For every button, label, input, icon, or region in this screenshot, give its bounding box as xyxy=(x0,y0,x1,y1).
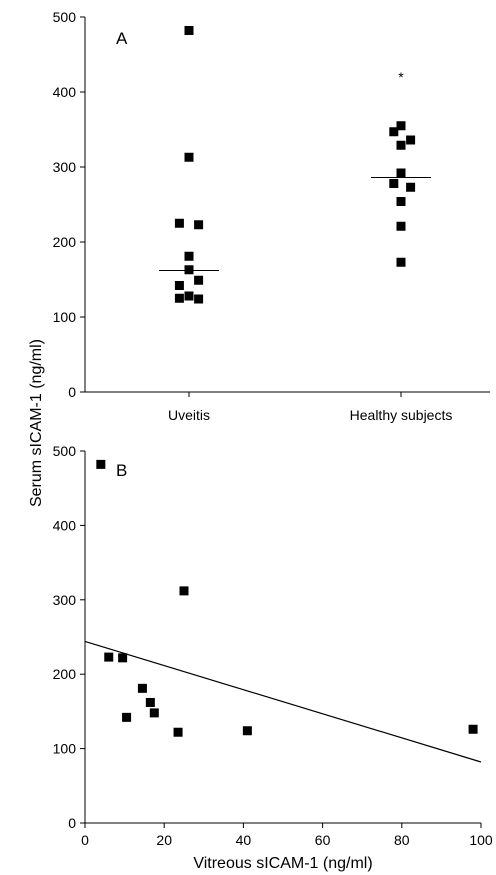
x-tick-label-b: 60 xyxy=(315,832,331,848)
y-tick-label-b: 300 xyxy=(53,592,77,608)
category-label: Healthy subjects xyxy=(350,407,453,423)
category-label: Uveitis xyxy=(168,407,210,423)
data-point xyxy=(174,293,184,303)
data-point xyxy=(406,135,416,145)
data-point xyxy=(389,127,399,137)
data-point xyxy=(194,220,204,230)
y-tick-label-b: 200 xyxy=(53,666,77,682)
y-tick-label-b: 100 xyxy=(53,741,77,757)
data-point xyxy=(194,294,204,304)
x-tick-label-b: 80 xyxy=(394,832,410,848)
data-point xyxy=(184,152,194,162)
y-axis-title: Serum sICAM-1 (ng/ml) xyxy=(28,339,45,507)
data-point xyxy=(96,459,106,469)
significance-marker: * xyxy=(398,69,404,85)
data-point xyxy=(137,683,147,693)
y-tick-label-b: 500 xyxy=(53,443,77,459)
data-point xyxy=(184,291,194,301)
data-point xyxy=(396,168,406,178)
panel-b: 0 100 200 300 400 500 0 20 40 60 80 100 Vitreous sIC… xyxy=(53,443,493,872)
y-tick-label-a: 100 xyxy=(53,309,77,325)
data-point xyxy=(396,257,406,267)
data-point xyxy=(104,652,114,662)
data-point xyxy=(184,265,194,275)
x-tick-label-b: 40 xyxy=(236,832,252,848)
data-point xyxy=(174,281,184,290)
panel-label-b: B xyxy=(116,461,127,480)
x-tick-label-b: 20 xyxy=(156,832,172,848)
data-point xyxy=(174,218,184,228)
data-point xyxy=(173,727,183,737)
data-point xyxy=(396,221,406,231)
panel-label-a: A xyxy=(116,29,128,48)
data-point xyxy=(179,586,189,596)
data-point xyxy=(468,724,478,734)
data-point xyxy=(149,708,159,718)
data-point xyxy=(389,179,399,188)
data-point xyxy=(145,697,155,707)
data-point xyxy=(184,26,194,35)
y-tick-label-b: 400 xyxy=(53,517,77,533)
x-axis-title: Vitreous sICAM-1 (ng/ml) xyxy=(193,855,372,872)
panel-a: 0 100 200 300 400 500 Uveitis Healthy subjects *… xyxy=(53,9,490,423)
data-point xyxy=(396,197,406,206)
data-point xyxy=(122,712,132,722)
y-tick-label-a: 300 xyxy=(53,159,77,175)
y-tick-label-a: 400 xyxy=(53,84,77,100)
y-tick-label-a: 200 xyxy=(53,234,77,250)
data-point xyxy=(242,726,252,736)
data-point xyxy=(184,251,194,261)
data-point xyxy=(396,121,406,131)
data-point xyxy=(194,275,204,285)
data-point xyxy=(406,182,416,192)
data-point xyxy=(396,140,406,150)
data-point xyxy=(118,653,128,663)
y-tick-label-b: 0 xyxy=(68,815,76,831)
y-tick-label-a: 500 xyxy=(53,9,77,25)
x-tick-label-b: 0 xyxy=(81,832,89,848)
x-tick-label-b: 100 xyxy=(469,832,493,848)
regression-line xyxy=(84,640,482,763)
y-tick-label-a: 0 xyxy=(68,384,76,400)
